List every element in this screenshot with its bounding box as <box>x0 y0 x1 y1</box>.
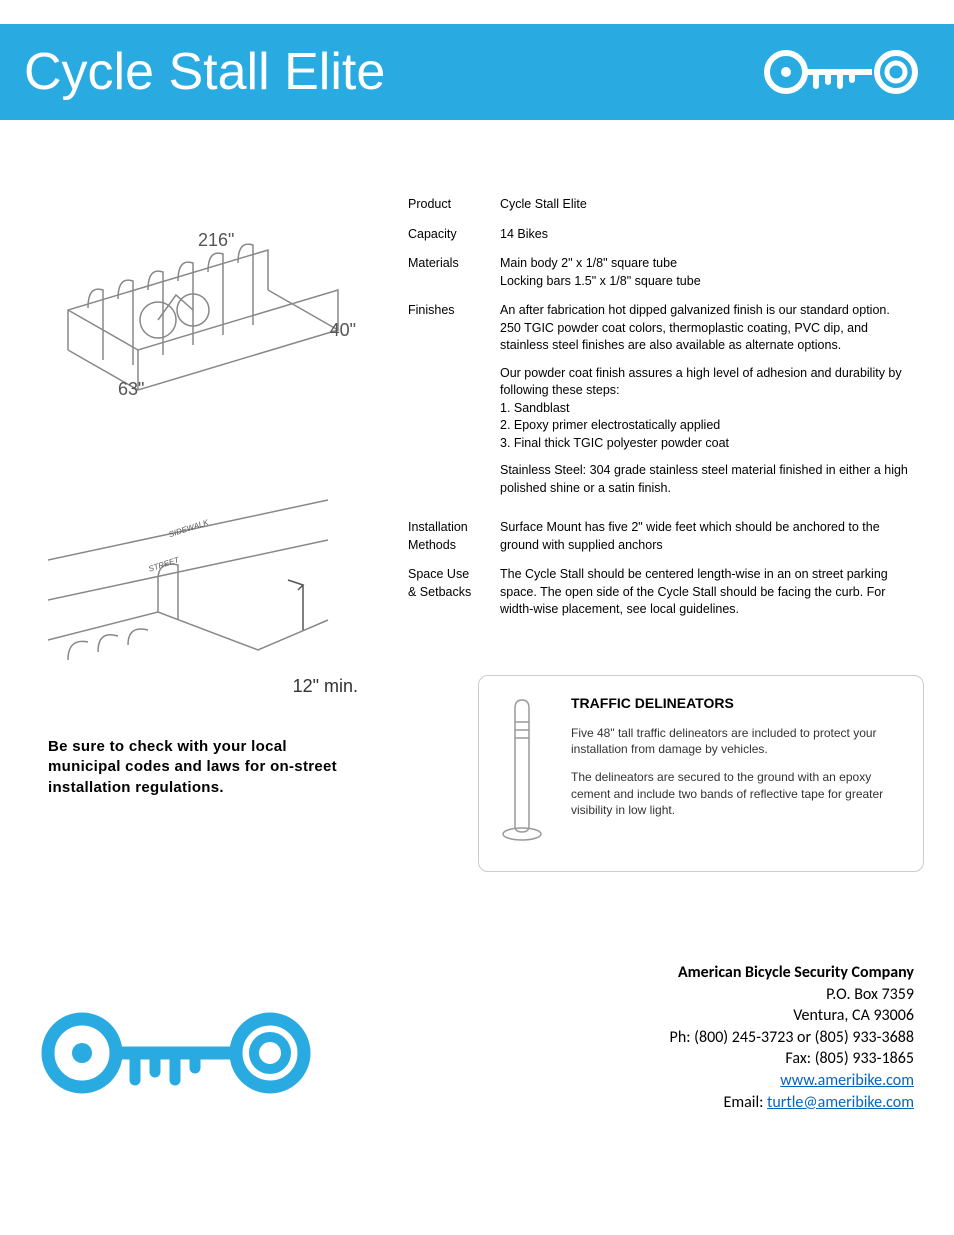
dim-length: 216" <box>198 230 234 251</box>
company-po: P.O. Box 7359 <box>670 984 914 1006</box>
spec-label: Installation Methods <box>408 513 500 560</box>
header-bar: Cycle Stall Elite <box>0 24 954 120</box>
delineator-p2: The delineators are secured to the groun… <box>571 769 901 818</box>
spec-value: Main body 2" x 1/8" square tube Locking … <box>500 249 924 296</box>
isometric-diagram: 216" 40" 63" <box>48 190 348 410</box>
company-name: American Bicycle Security Company <box>670 962 914 984</box>
spec-row-product: Product Cycle Stall Elite <box>408 190 924 220</box>
company-info: American Bicycle Security Company P.O. B… <box>670 962 914 1113</box>
spec-value: Cycle Stall Elite <box>500 190 924 220</box>
company-phone: Ph: (800) 245-3723 or (805) 933-3688 <box>670 1027 914 1049</box>
delineator-heading: TRAFFIC DELINEATORS <box>571 694 901 714</box>
placement-diagram: SIDEWALK STREET <box>48 490 348 670</box>
spec-label: Capacity <box>408 220 500 250</box>
spec-value: Surface Mount has five 2" wide feet whic… <box>500 513 924 560</box>
clearance-label: 12" min. <box>48 676 358 697</box>
disclaimer-text: Be sure to check with your local municip… <box>48 737 348 798</box>
specs-column: Product Cycle Stall Elite Capacity 14 Bi… <box>408 190 924 872</box>
company-website-link[interactable]: www.ameribike.com <box>780 1071 914 1090</box>
spec-row-capacity: Capacity 14 Bikes <box>408 220 924 250</box>
delineator-callout: TRAFFIC DELINEATORS Five 48" tall traffi… <box>478 675 924 873</box>
dim-depth: 63" <box>118 379 144 400</box>
spec-value: 14 Bikes <box>500 220 924 250</box>
spec-row-materials: Materials Main body 2" x 1/8" square tub… <box>408 249 924 296</box>
spec-label: Space Use & Setbacks <box>408 560 500 625</box>
left-column: 216" 40" 63" SIDEWALK STREET <box>48 190 368 872</box>
company-fax: Fax: (805) 933-1865 <box>670 1048 914 1070</box>
email-label: Email: <box>724 1093 768 1112</box>
spec-row-space: Space Use & Setbacks The Cycle Stall sho… <box>408 560 924 625</box>
header-logo-icon <box>764 42 924 102</box>
delineator-icon <box>501 694 543 850</box>
spec-table: Product Cycle Stall Elite Capacity 14 Bi… <box>408 190 924 625</box>
footer: American Bicycle Security Company P.O. B… <box>0 902 954 1153</box>
company-city: Ventura, CA 93006 <box>670 1005 914 1027</box>
dim-height: 40" <box>330 320 356 341</box>
spec-value: An after fabrication hot dipped galvaniz… <box>500 296 924 513</box>
spec-row-installation: Installation Methods Surface Mount has f… <box>408 513 924 560</box>
delineator-p1: Five 48" tall traffic delineators are in… <box>571 725 901 757</box>
spec-label: Finishes <box>408 296 500 513</box>
company-email-link[interactable]: turtle@ameribike.com <box>767 1093 914 1112</box>
spec-label: Product <box>408 190 500 220</box>
page-title: Cycle Stall Elite <box>24 42 385 102</box>
spec-row-finishes: Finishes An after fabrication hot dipped… <box>408 296 924 513</box>
footer-logo-icon <box>40 998 320 1113</box>
spec-label: Materials <box>408 249 500 296</box>
spec-value: The Cycle Stall should be centered lengt… <box>500 560 924 625</box>
